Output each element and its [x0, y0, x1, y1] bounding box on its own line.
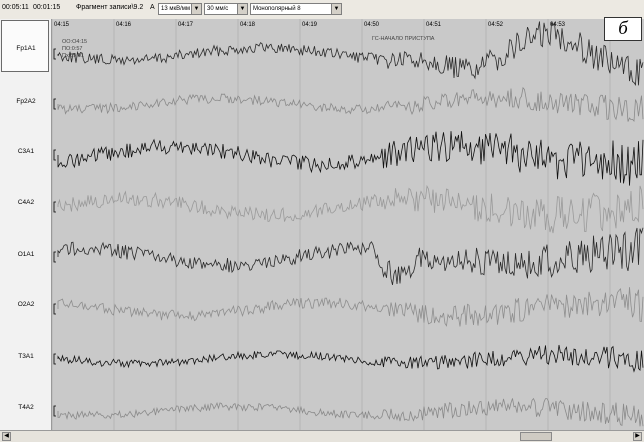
- montage-value: Монополярный 8: [253, 6, 301, 12]
- calibration-marks: [53, 48, 56, 417]
- annotation-text: Пх:59:01: [62, 53, 84, 59]
- time-tick-label: 04:15: [54, 22, 70, 28]
- time-tick-label: 04:50: [364, 22, 380, 28]
- eeg-traces: 04:15 04:16 04:17 04:18 04:19 04:50 04:51 04:52…: [52, 19, 644, 430]
- channel-label[interactable]: T3A1: [18, 353, 34, 360]
- start-time: 00:05:11: [2, 4, 29, 11]
- channel-label[interactable]: T4A2: [18, 404, 34, 411]
- time-tick-label: 04:17: [178, 22, 194, 28]
- chevron-down-icon: ▼: [331, 4, 341, 14]
- eeg-trace: [57, 131, 644, 186]
- channel-label-column: Fp1A1 Fp2A2 C3A1 C4A2 O1A1 O2A2 T3A1 T4A…: [0, 19, 52, 430]
- selected-channel-box[interactable]: [1, 20, 49, 72]
- time-tick-label: 04:53: [550, 22, 566, 28]
- calibration-mark: [53, 201, 56, 213]
- time-tick-label: 04:16: [116, 22, 132, 28]
- toolbar: 00:05:11 00:01:15 Фрагмент записи\9.2 A …: [0, 0, 644, 20]
- channel-label[interactable]: C3A1: [17, 148, 35, 155]
- sensitivity-value: 13 мкВ/мм: [161, 6, 191, 12]
- annotation-text: ПО:0:57: [62, 46, 82, 52]
- calibration-mark: [53, 48, 56, 60]
- calibration-mark: [53, 149, 56, 161]
- eeg-plot-area[interactable]: 04:15 04:16 04:17 04:18 04:19 04:50 04:51 04:52…: [52, 19, 644, 430]
- eeg-trace: [57, 21, 644, 87]
- channel-label[interactable]: Fp1A1: [16, 45, 36, 52]
- time-tick-label: 04:52: [488, 22, 504, 28]
- scroll-right-icon[interactable]: ▶: [633, 432, 642, 441]
- status-text: Фрагмент записи\9.2: [76, 4, 144, 11]
- horizontal-scrollbar[interactable]: ◀ ▶: [0, 430, 644, 442]
- time-axis-labels: 04:15 04:16 04:17 04:18 04:19 04:50 04:51 04:52…: [54, 22, 566, 28]
- eeg-trace: [57, 227, 644, 285]
- channel-label[interactable]: O1A1: [17, 251, 35, 258]
- calibration-mark: [53, 303, 56, 315]
- end-time: 00:01:15: [33, 4, 61, 11]
- annotation-text: ОО:О4:15: [62, 39, 87, 45]
- eeg-trace: [57, 287, 644, 327]
- channel-label[interactable]: C4A2: [17, 199, 35, 206]
- speed-value: 30 мм/с: [207, 6, 229, 12]
- scroll-left-icon[interactable]: ◀: [2, 432, 11, 441]
- eeg-trace: [57, 184, 644, 234]
- figure-label: б: [604, 17, 642, 41]
- time-tick-label: 04:19: [302, 22, 318, 28]
- channel-label[interactable]: Fp2A2: [16, 98, 36, 105]
- calibration-mark: [53, 353, 56, 365]
- speed-select[interactable]: 30 мм/с ▼: [204, 3, 248, 15]
- eeg-trace: [57, 344, 644, 373]
- scroll-thumb[interactable]: [520, 432, 552, 441]
- eeg-trace: [57, 86, 644, 122]
- channel-traces: [57, 21, 644, 427]
- calibration-mark: [53, 251, 56, 263]
- sensitivity-select[interactable]: 13 мкВ/мм ▼: [158, 3, 202, 15]
- time-tick-label: 04:18: [240, 22, 256, 28]
- channel-label[interactable]: O2A2: [17, 301, 35, 308]
- calibration-mark: [53, 405, 56, 417]
- marker-label: A: [150, 4, 155, 11]
- chevron-down-icon: ▼: [191, 4, 201, 14]
- eeg-trace: [57, 397, 644, 427]
- montage-select[interactable]: Монополярный 8 ▼: [250, 3, 342, 15]
- annotation-text: ГС-НАЧАЛО ПРИСТУПА: [372, 36, 435, 42]
- calibration-mark: [53, 98, 56, 110]
- annotations: ОО:О4:15 ПО:0:57 Пх:59:01 ГС-НАЧАЛО ПРИС…: [62, 36, 435, 59]
- chevron-down-icon: ▼: [237, 4, 247, 14]
- time-tick-label: 04:51: [426, 22, 442, 28]
